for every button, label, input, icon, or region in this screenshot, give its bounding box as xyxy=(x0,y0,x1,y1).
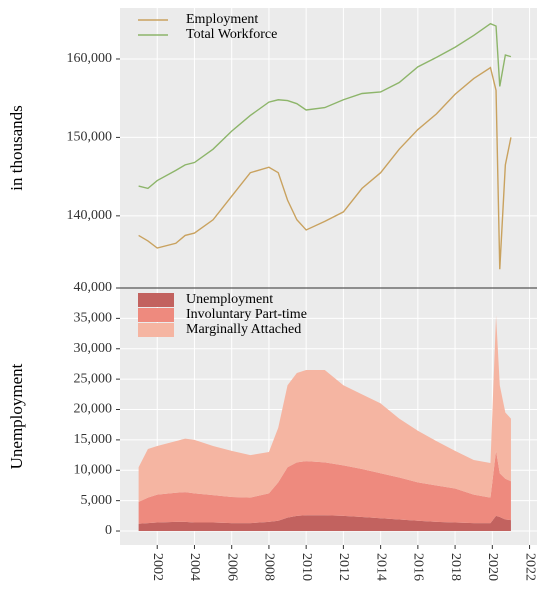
y-tick-label: 25,000 xyxy=(74,371,113,386)
legend-label: Employment xyxy=(186,12,258,27)
y-tick-label: 0 xyxy=(105,523,112,538)
y-tick-label: 150,000 xyxy=(67,130,113,145)
legend-label: Marginally Attached xyxy=(186,322,301,337)
y-tick-label: 15,000 xyxy=(74,432,113,447)
legend-swatch xyxy=(138,323,174,337)
area xyxy=(138,515,511,532)
x-tick-label: 2016 xyxy=(411,553,426,581)
x-tick-label: 2002 xyxy=(150,553,165,581)
legend-label: Involuntary Part-time xyxy=(186,307,307,322)
legend-label: Unemployment xyxy=(186,292,273,307)
y-tick-label: 140,000 xyxy=(67,208,113,223)
y-tick-label: 30,000 xyxy=(74,341,113,356)
x-tick-label: 2010 xyxy=(299,553,314,581)
x-tick-label: 2004 xyxy=(187,553,202,581)
x-tick-label: 2014 xyxy=(373,553,388,581)
line xyxy=(138,22,512,190)
x-tick-label: 2006 xyxy=(224,553,239,581)
area xyxy=(138,450,511,524)
line xyxy=(138,66,512,270)
legend-swatch xyxy=(138,293,174,307)
area xyxy=(138,315,511,502)
x-tick-label: 2018 xyxy=(448,553,463,581)
plot-background xyxy=(120,8,537,288)
y-tick-label: 35,000 xyxy=(74,311,113,326)
x-tick-label: 2008 xyxy=(262,553,277,581)
x-tick-label: 2022 xyxy=(522,553,537,581)
y-axis-label: Unemployment xyxy=(7,363,26,469)
x-tick-label: 2012 xyxy=(336,553,351,581)
y-axis-label: in thousands xyxy=(7,105,26,190)
y-tick-label: 5,000 xyxy=(81,493,113,508)
legend-swatch xyxy=(138,308,174,322)
y-tick-label: 160,000 xyxy=(67,51,113,66)
x-tick-label: 2020 xyxy=(485,553,500,581)
y-tick-label: 20,000 xyxy=(74,402,113,417)
legend-label: Total Workforce xyxy=(186,27,277,42)
y-tick-label: 10,000 xyxy=(74,462,113,477)
y-tick-label: 40,000 xyxy=(74,280,113,295)
